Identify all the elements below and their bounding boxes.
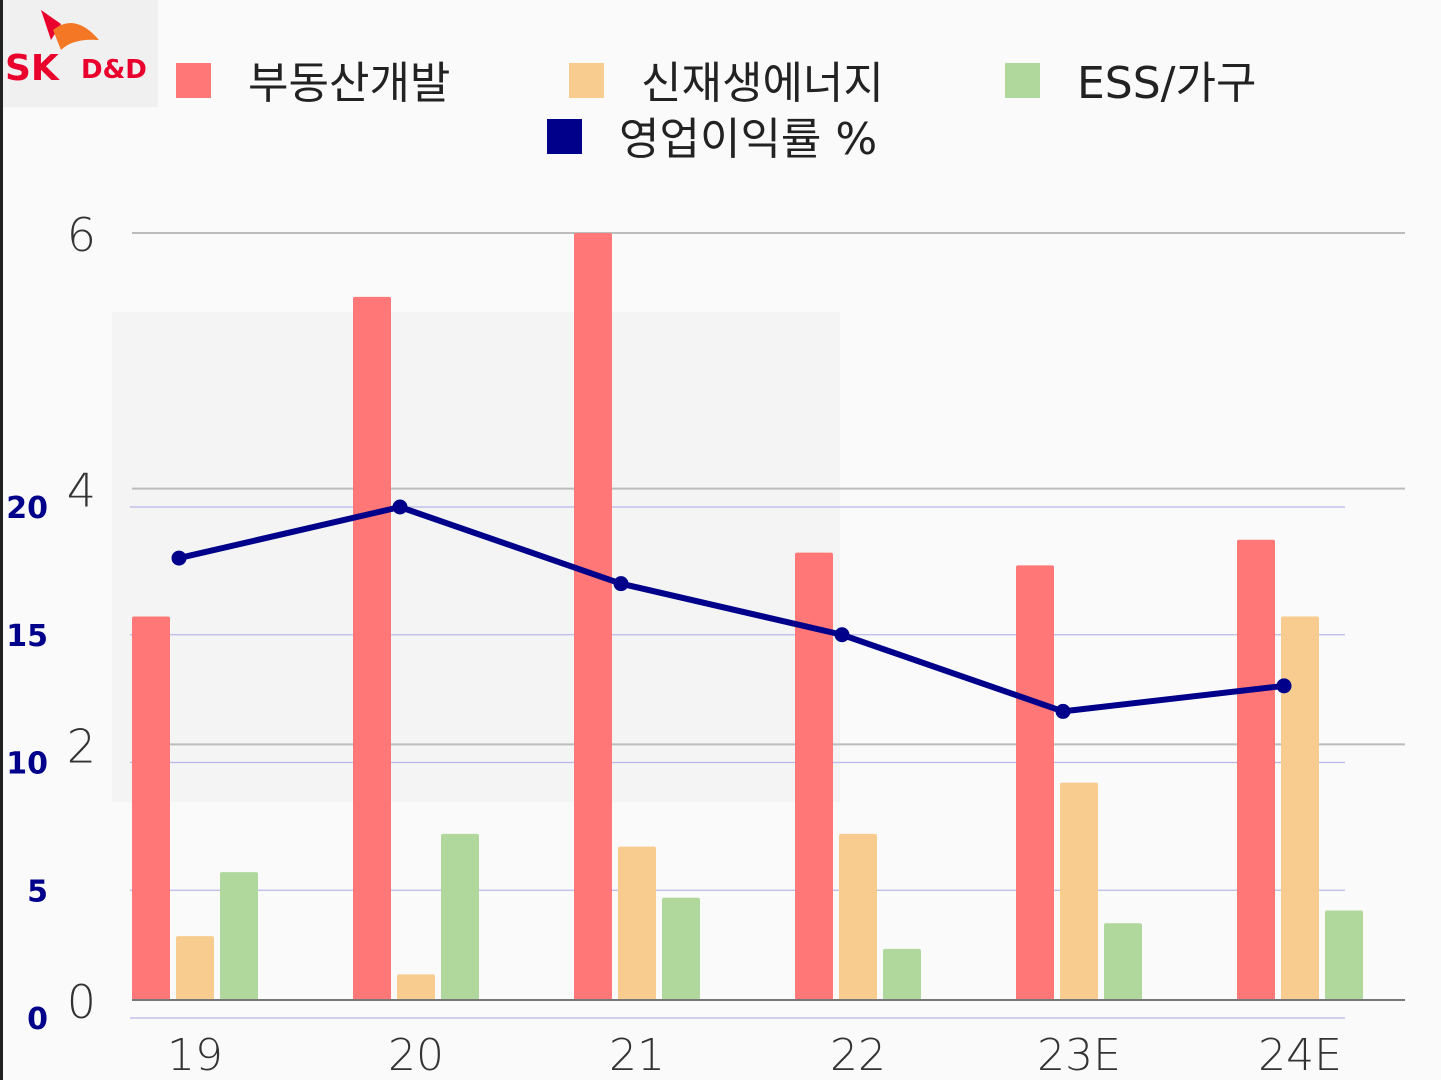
bar-ess-19	[220, 872, 258, 1000]
primary-y-tick-label: 6	[67, 208, 96, 262]
bar-renewable-19	[176, 936, 214, 1000]
bar-ess-21	[662, 897, 700, 1000]
legend-swatch-real-estate	[176, 63, 211, 98]
x-tick-label: 21	[609, 1030, 665, 1080]
secondary-y-tick-label: 20	[6, 491, 48, 526]
bar-ess-22	[883, 948, 921, 1000]
bar-real-estate-20	[353, 296, 391, 1001]
bar-real-estate-22	[795, 552, 833, 1000]
margin-line-path	[178, 504, 1285, 715]
bar-ess-23E	[1104, 923, 1142, 1000]
margin-point-20	[392, 499, 408, 515]
primary-y-tick-label: 0	[67, 975, 96, 1029]
primary-y-tick-label: 2	[67, 719, 96, 773]
secondary-y-tick-label: 5	[27, 874, 48, 909]
legend-label-ess: ESS/가구	[1077, 58, 1256, 109]
bar-renewable-21	[618, 846, 656, 1000]
bar-ess-20	[441, 833, 479, 1000]
margin-point-19	[171, 550, 187, 566]
primary-y-axis: 0 2 4 6	[67, 208, 96, 1029]
logo-suffix: D&D	[81, 55, 147, 85]
margin-point-22	[834, 627, 850, 643]
window-edge	[0, 0, 3, 1080]
operating-margin-line	[171, 499, 1292, 719]
legend-swatch-margin	[547, 119, 582, 154]
sk-dnd-logo: SK D&D	[3, 0, 158, 107]
secondary-gridlines	[130, 506, 1345, 1019]
bar-series	[132, 233, 1363, 1001]
secondary-y-tick-label: 10	[6, 747, 48, 782]
bar-renewable-24E	[1281, 616, 1319, 1000]
bar-renewable-20	[397, 974, 435, 1000]
margin-point-23E	[1055, 703, 1071, 719]
legend-swatch-ess	[1005, 63, 1040, 98]
bar-real-estate-24E	[1237, 539, 1275, 1000]
legend-label-real-estate: 부동산개발	[248, 58, 450, 109]
sk-butterfly-icon: SK D&D	[5, 10, 147, 89]
bar-renewable-22	[839, 833, 877, 1000]
bar-real-estate-23E	[1016, 565, 1054, 1000]
plot-highlight	[112, 312, 840, 802]
secondary-y-axis: 0 5 10 15 20	[6, 491, 48, 1037]
bar-ess-24E	[1325, 910, 1363, 1000]
primary-y-tick-label: 4	[67, 464, 96, 518]
x-tick-label: 19	[167, 1030, 223, 1080]
margin-point-21	[613, 576, 629, 592]
legend-label-renewable: 신재생에너지	[641, 58, 884, 109]
x-tick-label: 22	[830, 1030, 886, 1080]
legend-label-margin: 영업이익률 %	[619, 114, 877, 165]
bar-renewable-23E	[1060, 782, 1098, 1000]
legend: 부동산개발 신재생에너지 ESS/가구 영업이익률 %	[176, 58, 1256, 165]
bar-real-estate-21	[574, 233, 612, 1000]
secondary-y-tick-label: 15	[6, 619, 48, 654]
primary-gridlines	[132, 232, 1405, 746]
secondary-y-tick-label: 0	[27, 1002, 48, 1037]
margin-point-24E	[1276, 678, 1292, 694]
x-tick-label: 23E	[1037, 1030, 1121, 1080]
bar-real-estate-19	[132, 616, 170, 1000]
x-tick-label: 24E	[1258, 1030, 1342, 1080]
logo-brand: SK	[5, 48, 60, 89]
x-axis: 19 20 21 22 23E 24E	[167, 1030, 1342, 1080]
x-tick-label: 20	[388, 1030, 444, 1080]
legend-swatch-renewable	[569, 63, 604, 98]
